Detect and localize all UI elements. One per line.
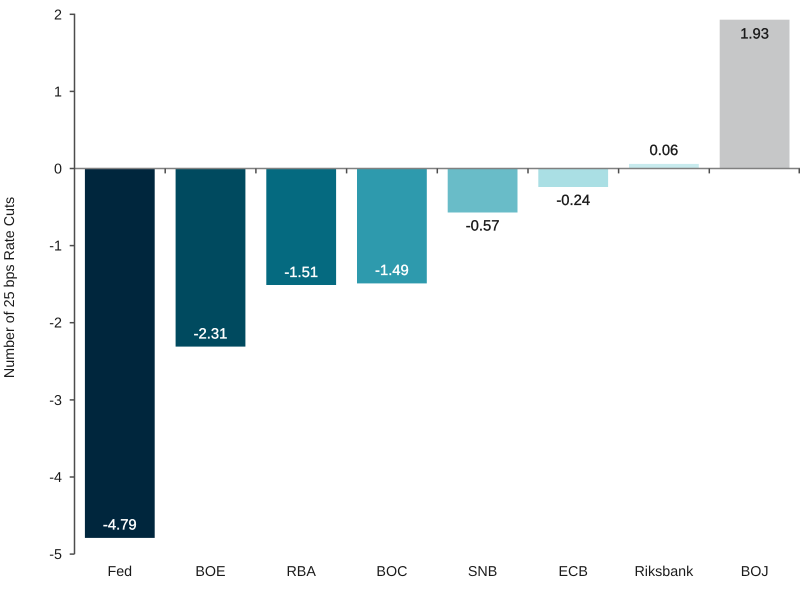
svg-text:-4.79: -4.79	[103, 518, 137, 534]
svg-text:BOE: BOE	[195, 564, 225, 580]
svg-text:-2.31: -2.31	[194, 326, 228, 342]
svg-text:BOC: BOC	[376, 564, 407, 580]
svg-text:SNB: SNB	[468, 564, 497, 580]
svg-text:-3: -3	[49, 393, 62, 409]
svg-text:2: 2	[54, 7, 62, 23]
svg-text:-1: -1	[49, 239, 62, 255]
svg-text:-2: -2	[49, 316, 62, 332]
svg-text:-4: -4	[49, 470, 62, 486]
svg-text:Number of 25 bps Rate Cuts: Number of 25 bps Rate Cuts	[2, 197, 18, 378]
svg-text:0.06: 0.06	[649, 143, 678, 159]
svg-text:Riksbank: Riksbank	[634, 564, 694, 580]
svg-text:BOJ: BOJ	[741, 564, 769, 580]
svg-text:Fed: Fed	[107, 564, 132, 580]
svg-text:1: 1	[54, 84, 62, 100]
svg-text:0: 0	[54, 162, 62, 178]
svg-text:RBA: RBA	[286, 564, 316, 580]
svg-text:-0.24: -0.24	[556, 193, 590, 209]
svg-text:ECB: ECB	[558, 564, 587, 580]
svg-text:-1.49: -1.49	[375, 263, 409, 279]
svg-text:-0.57: -0.57	[466, 219, 500, 235]
svg-text:1.93: 1.93	[740, 27, 769, 43]
svg-text:-1.51: -1.51	[284, 265, 318, 281]
svg-text:-5: -5	[49, 547, 62, 563]
